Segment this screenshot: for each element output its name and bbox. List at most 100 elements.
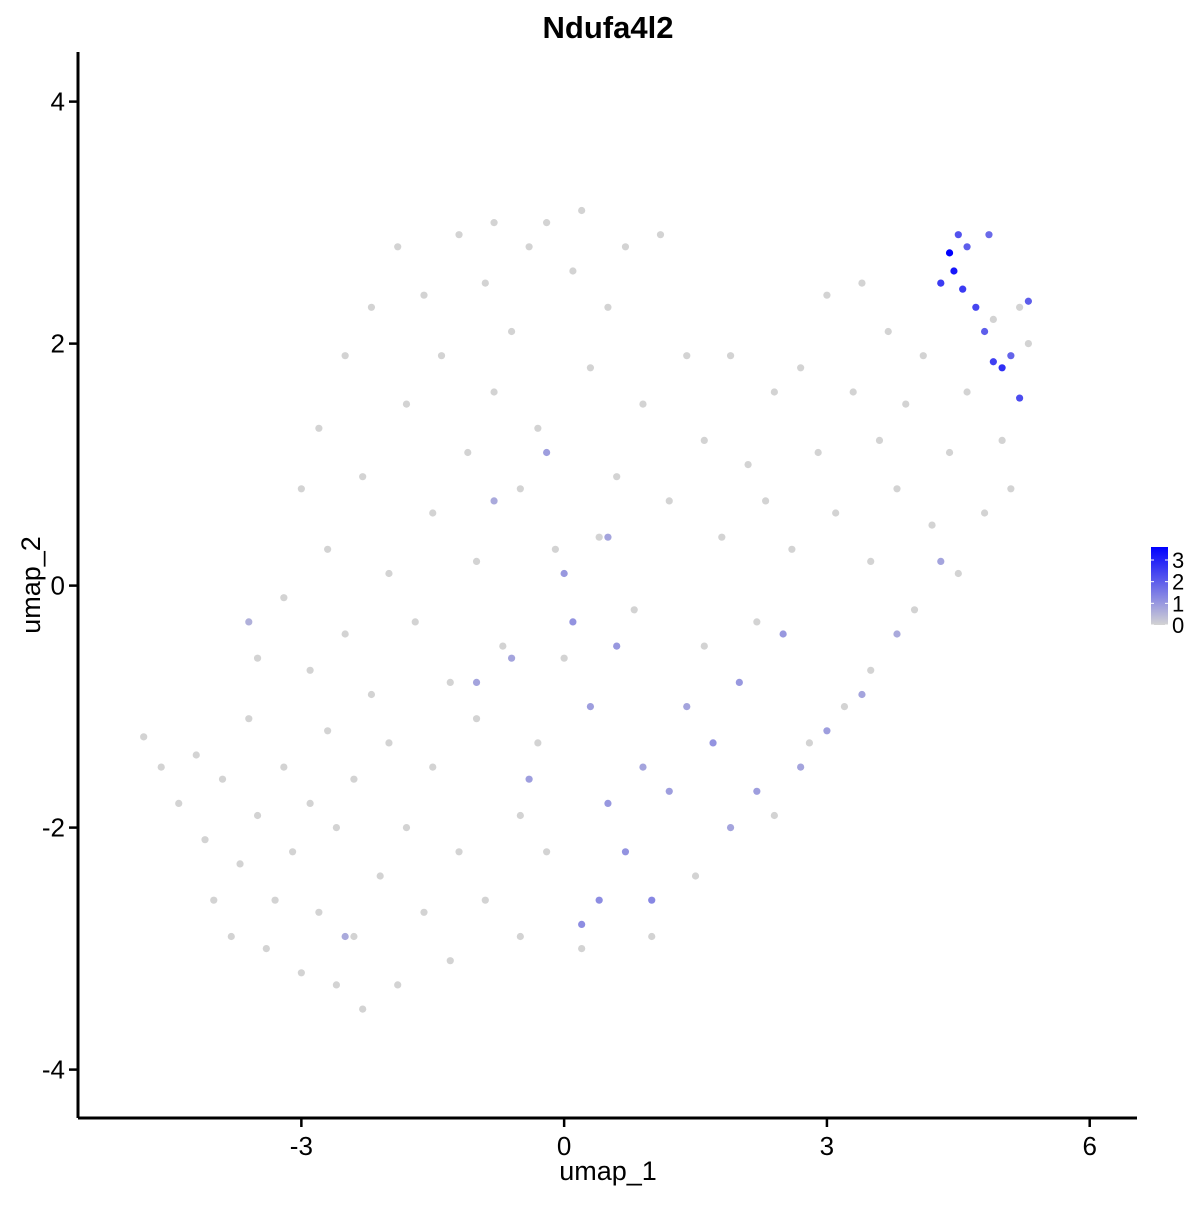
point	[280, 763, 288, 771]
point	[980, 509, 989, 517]
point	[490, 388, 498, 396]
point	[385, 569, 393, 578]
point	[893, 630, 901, 638]
point	[840, 703, 849, 711]
point	[315, 908, 323, 916]
point	[700, 436, 708, 445]
point	[998, 364, 1006, 372]
point	[481, 896, 489, 904]
point	[656, 231, 665, 239]
point	[481, 279, 489, 287]
point	[245, 715, 253, 723]
point	[446, 957, 454, 965]
point	[253, 654, 262, 662]
point	[726, 824, 735, 832]
point	[446, 678, 454, 687]
point	[950, 267, 958, 275]
point	[823, 727, 831, 735]
point	[762, 497, 770, 505]
point	[455, 848, 463, 856]
point	[630, 606, 638, 614]
point	[604, 303, 612, 311]
point	[420, 291, 428, 299]
point	[858, 690, 866, 699]
point	[490, 219, 498, 227]
point	[411, 618, 419, 626]
point	[464, 448, 472, 457]
x-tick-label: -3	[290, 1131, 313, 1161]
point	[472, 715, 481, 723]
point	[543, 448, 551, 457]
point	[350, 775, 358, 783]
point	[394, 243, 402, 251]
point	[604, 799, 612, 808]
colorbar-tick-label: 3	[1172, 548, 1184, 573]
point	[797, 364, 805, 372]
point	[665, 787, 673, 795]
point	[884, 327, 892, 336]
colorbar-tick-label: 1	[1172, 591, 1184, 616]
point	[578, 920, 586, 929]
point	[937, 279, 945, 287]
point	[175, 799, 183, 808]
colorbar	[1151, 547, 1168, 625]
point	[402, 400, 411, 408]
point	[245, 618, 253, 626]
point	[525, 775, 533, 783]
point	[959, 285, 967, 293]
point	[525, 243, 533, 251]
point	[367, 690, 376, 699]
point	[586, 703, 595, 711]
point	[963, 243, 971, 251]
point	[429, 509, 437, 517]
point	[735, 678, 743, 687]
point	[770, 388, 778, 396]
point	[823, 291, 831, 299]
point	[621, 243, 630, 251]
y-tick-label: -2	[42, 813, 65, 843]
point	[718, 533, 726, 541]
point	[1016, 303, 1024, 311]
point	[578, 945, 586, 953]
point	[832, 509, 840, 517]
point	[980, 327, 989, 336]
point	[236, 860, 244, 868]
point	[753, 618, 761, 626]
point	[954, 569, 962, 578]
point	[271, 896, 279, 904]
y-tick-label: 0	[51, 571, 65, 601]
chart-title: Ndufa4l2	[543, 10, 674, 45]
points	[140, 206, 1032, 1013]
point	[805, 739, 814, 747]
point	[516, 932, 524, 941]
point	[770, 811, 778, 820]
point	[420, 908, 428, 916]
point	[394, 981, 402, 989]
point	[376, 872, 384, 880]
point	[875, 436, 884, 445]
point	[350, 932, 358, 941]
point	[569, 618, 577, 626]
point	[306, 799, 314, 808]
colorbar-tick-label: 0	[1172, 613, 1184, 638]
point	[945, 448, 954, 457]
point	[543, 219, 551, 227]
point	[297, 485, 305, 493]
point	[867, 557, 875, 566]
point	[210, 896, 218, 904]
point	[516, 485, 524, 493]
point	[945, 249, 954, 257]
point	[604, 533, 612, 541]
point	[516, 811, 524, 820]
point	[893, 485, 901, 493]
point	[985, 231, 993, 239]
point	[753, 787, 761, 795]
point	[989, 358, 997, 366]
point	[586, 364, 595, 372]
point	[578, 206, 586, 215]
point	[595, 533, 603, 541]
point	[341, 630, 349, 638]
point	[201, 836, 209, 844]
point	[788, 545, 796, 553]
